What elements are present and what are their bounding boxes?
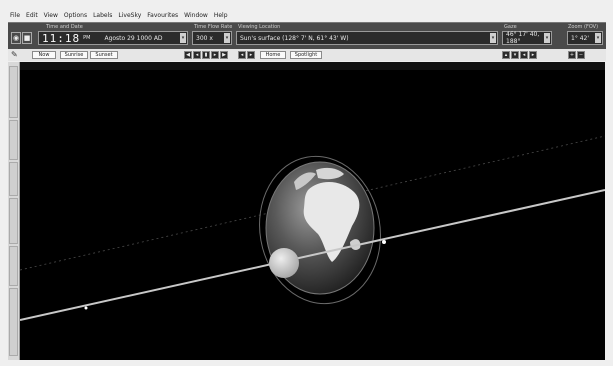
sunrise-button[interactable]: Sunrise [60,51,88,59]
nav-back-icon[interactable]: ◂ [238,51,246,59]
zoom-dropdown-icon[interactable]: ▾ [595,33,601,43]
zoom-in-icon[interactable]: + [568,51,576,59]
gaze-dropdown-icon[interactable]: ▾ [544,33,550,43]
time-date-field[interactable]: 11:18 PM Agosto 29 1000 AD ▾ [38,31,188,45]
menu-bar: File Edit View Options Labels LiveSky Fa… [10,10,600,20]
viewport-header-strip [20,62,605,70]
zoom-field[interactable]: 1° 42' ▾ [567,31,603,45]
spotlight-button[interactable]: Spotlight [290,51,322,59]
timeflow-value: 300 x [196,34,213,42]
timeflow-field[interactable]: 300 x ▾ [192,31,232,45]
gaze-up-icon[interactable]: ▴ [502,51,510,59]
menu-view[interactable]: View [43,11,58,19]
earth-landmass-north [294,172,316,190]
gaze-field[interactable]: 46° 17' 40, 188° ▾ [502,31,552,45]
time-panel-label: Time and Date [46,24,83,30]
side-tab-5[interactable] [9,246,18,286]
menu-options[interactable]: Options [63,11,88,19]
stop-icon[interactable]: ■ [22,32,32,44]
sky-viewport[interactable] [20,70,605,360]
earth-rim [265,161,375,295]
moon-orbit-line [20,189,605,321]
nav-forward-icon[interactable]: ▸ [247,51,255,59]
moon[interactable] [269,248,299,278]
earth-landmass-africa [303,181,360,262]
earth-globe[interactable] [248,147,392,314]
side-panel-tabs [8,62,20,360]
zoom-value: 1° 42' [571,34,590,42]
main-toolbar: ◉ ■ Time and Date 11:18 PM Agosto 29 100… [8,22,606,50]
moon-orbit-ring [259,155,381,305]
location-panel-label: Viewing Location [238,24,281,30]
sky-scene [20,135,605,321]
step-back-icon[interactable]: ◂ [193,51,201,59]
location-field[interactable]: Sun's surface (128° 7' N, 61° 43' W) ▾ [236,31,498,45]
time-suffix: PM [83,35,91,41]
time-value: 11:18 [42,31,81,45]
timeflow-panel-label: Time Flow Rate [194,24,233,30]
orbit-marker-left [84,306,88,310]
gaze-panel-label: Gaze [504,24,517,30]
side-tab-2[interactable] [9,120,18,160]
now-button[interactable]: Now [32,51,56,59]
menu-labels[interactable]: Labels [93,11,113,19]
date-dropdown-icon[interactable]: ▾ [180,33,186,43]
secondary-toolbar: ✎ Now Sunrise Sunset ◀ ◂ ▮ ▸ ▶ ◂ ▸ Home … [8,49,606,61]
earth-landmass-europe [316,167,344,180]
orbit-marker [382,240,386,244]
menu-livesky[interactable]: LiveSky [118,11,142,19]
home-button[interactable]: Home [260,51,286,59]
pencil-icon[interactable]: ✎ [11,50,18,59]
timeflow-dropdown-icon[interactable]: ▾ [224,33,230,43]
gaze-down-icon[interactable]: ▾ [511,51,519,59]
side-tab-1[interactable] [9,66,18,118]
pause-icon[interactable]: ▮ [202,51,210,59]
zoom-out-icon[interactable]: − [577,51,585,59]
side-tab-6[interactable] [9,288,18,356]
rewind-icon[interactable]: ◀ [184,51,192,59]
gaze-left-icon[interactable]: ◂ [520,51,528,59]
camera-icon[interactable]: ◉ [11,32,21,44]
gaze-right-icon[interactable]: ▸ [529,51,537,59]
side-tab-4[interactable] [9,198,18,244]
menu-help[interactable]: Help [213,11,228,19]
menu-edit[interactable]: Edit [26,11,38,19]
location-value: Sun's surface (128° 7' N, 61° 43' W) [240,34,349,42]
gaze-value: 46° 17' 40, 188° [506,31,540,45]
location-dropdown-icon[interactable]: ▾ [490,33,496,43]
menu-file[interactable]: File [10,11,21,19]
side-tab-3[interactable] [9,162,18,196]
zoom-panel-label: Zoom (FOV) [568,24,599,30]
menu-window[interactable]: Window [184,11,208,19]
step-forward-icon[interactable]: ▸ [211,51,219,59]
menu-favourites[interactable]: Favourites [147,11,179,19]
date-value: Agosto 29 1000 AD [104,34,163,42]
fast-forward-icon[interactable]: ▶ [220,51,228,59]
sunset-button[interactable]: Sunset [90,51,118,59]
